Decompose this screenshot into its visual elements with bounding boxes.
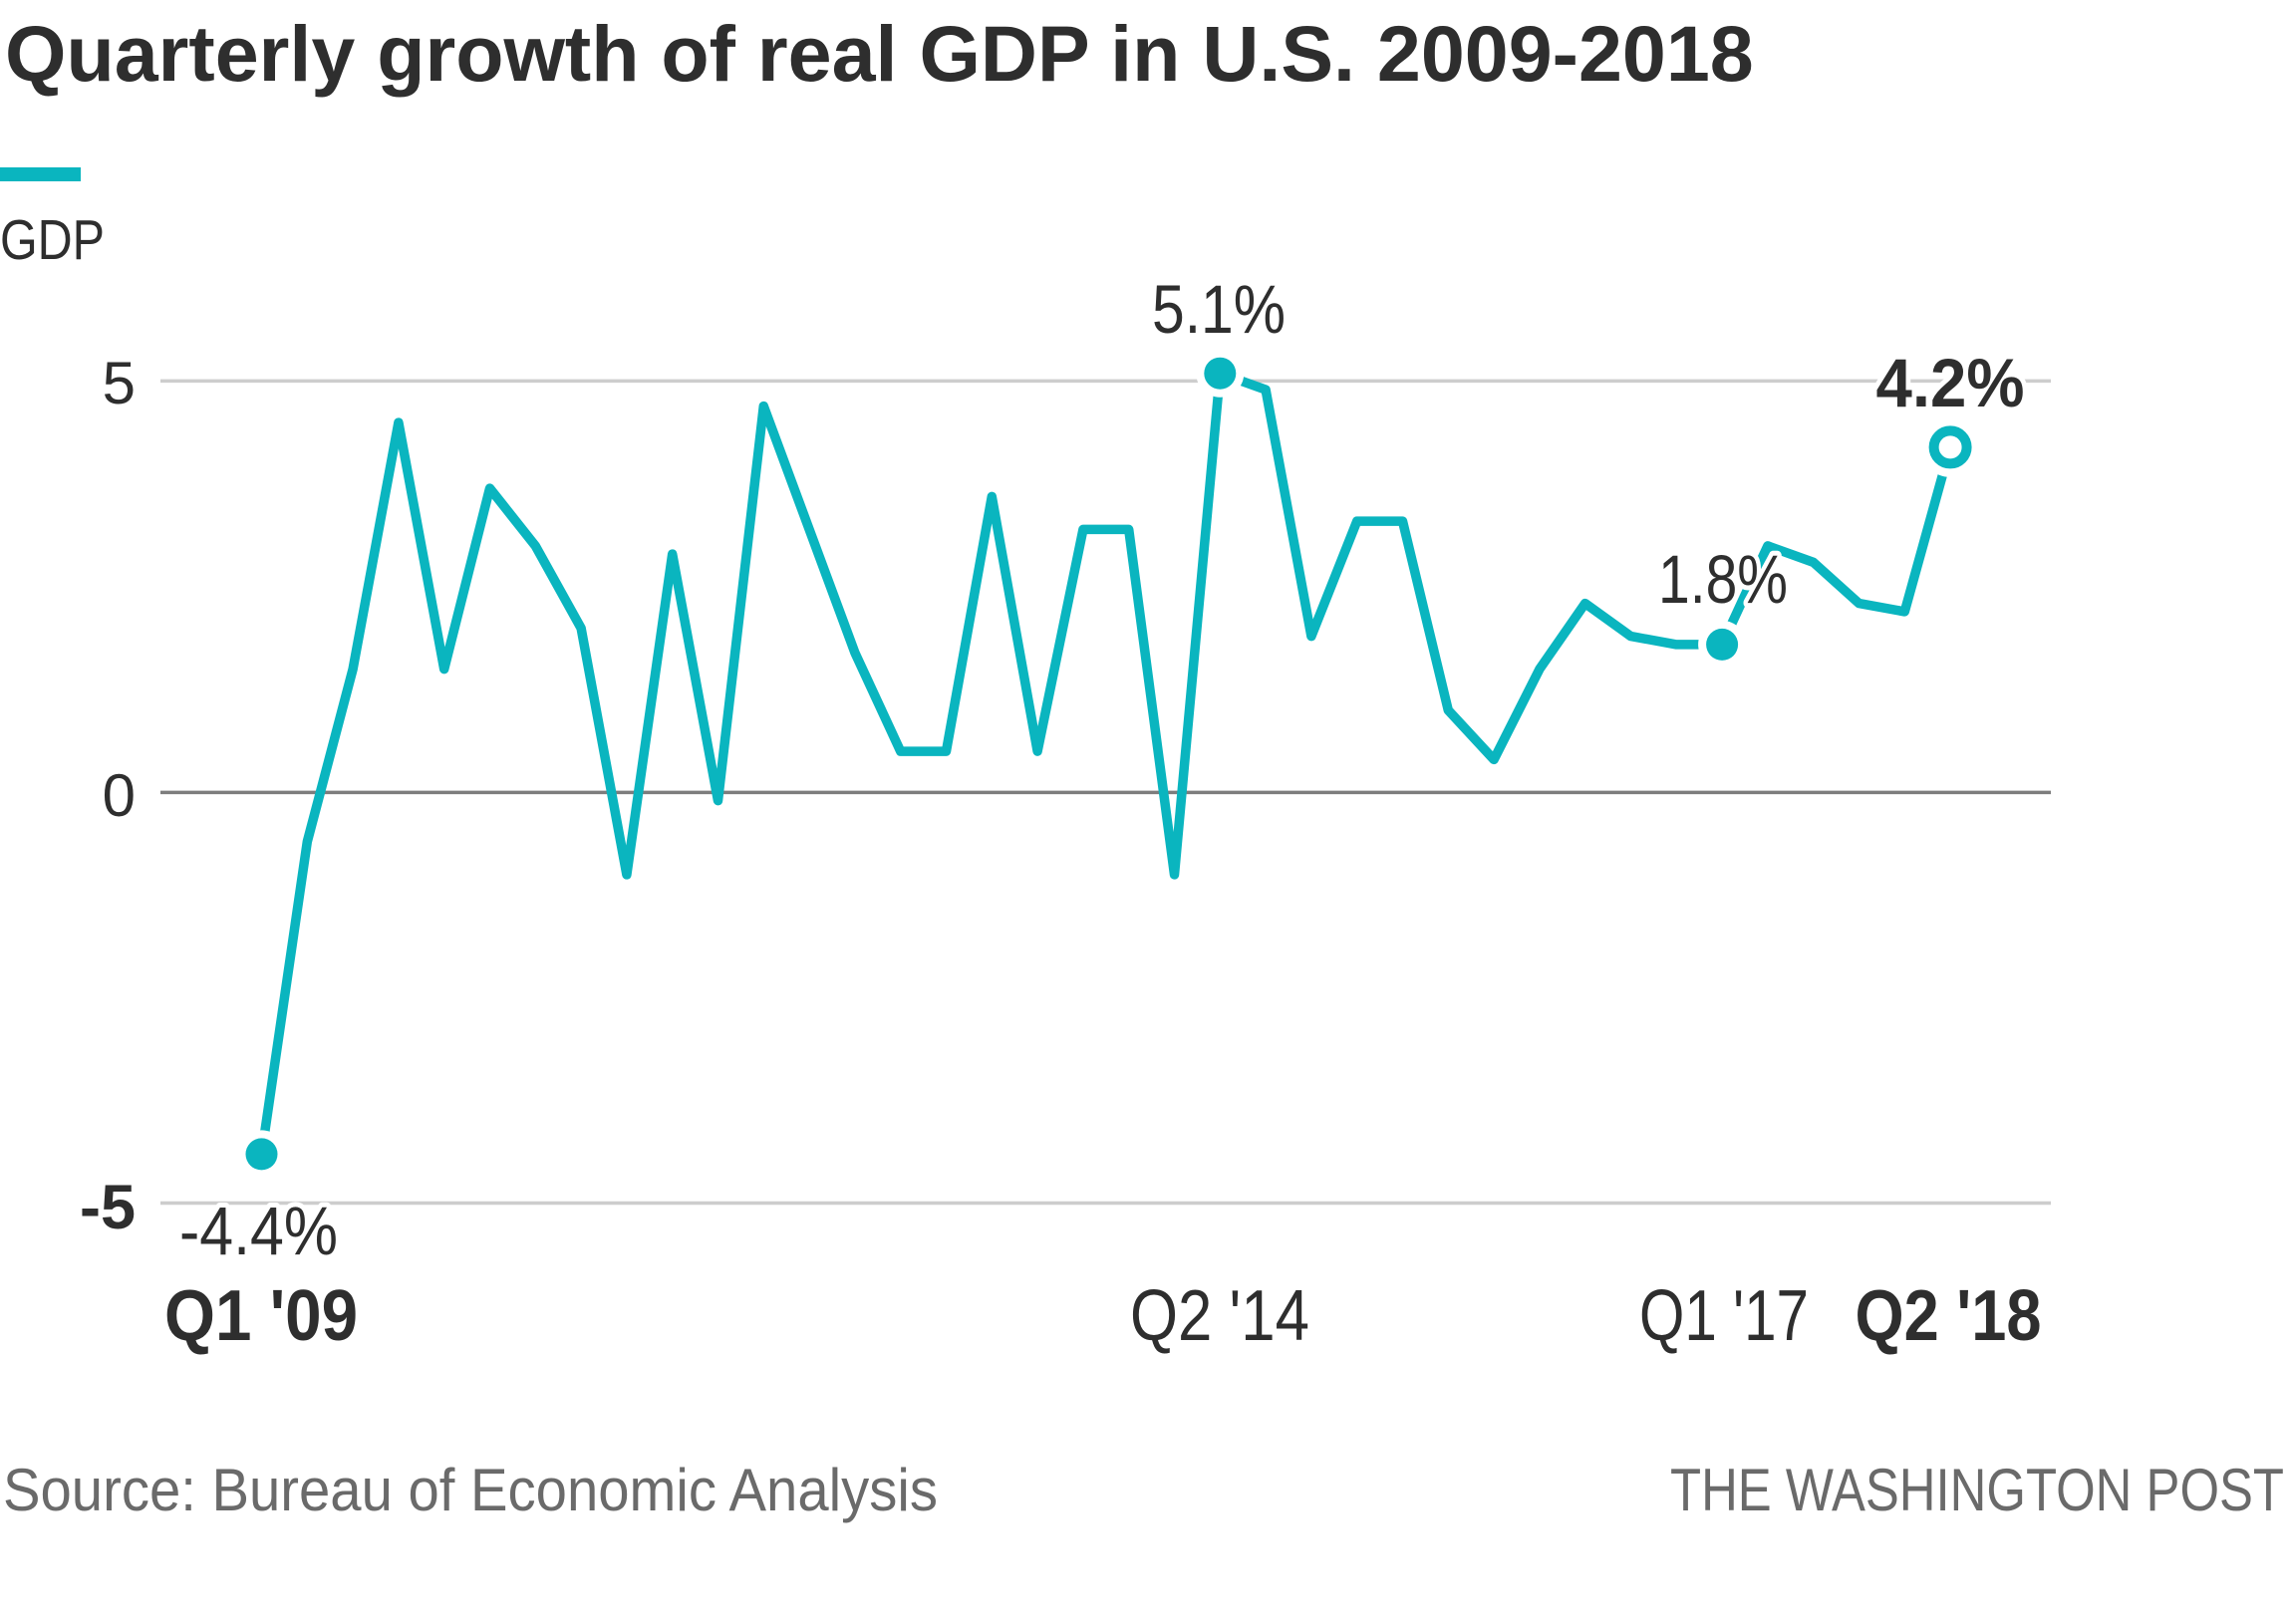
svg-text:Quarterly growth of real GDP i: Quarterly growth of real GDP in U.S. 200…	[5, 9, 1754, 98]
svg-text:Q2 '14: Q2 '14	[1130, 1276, 1309, 1356]
svg-text:GDP: GDP	[0, 208, 105, 272]
svg-text:5: 5	[103, 350, 136, 416]
svg-text:THE WASHINGTON POST: THE WASHINGTON POST	[1670, 1457, 2284, 1523]
svg-text:5.1%: 5.1%	[1152, 271, 1286, 348]
svg-text:Q2 '18: Q2 '18	[1856, 1276, 2042, 1356]
svg-text:4.2%: 4.2%	[1876, 345, 2025, 421]
svg-text:-5: -5	[80, 1173, 136, 1242]
svg-text:Q1 '09: Q1 '09	[164, 1276, 358, 1356]
svg-text:Source: Bureau of Economic Ana: Source: Bureau of Economic Analysis	[3, 1457, 938, 1523]
svg-text:Q1 '17: Q1 '17	[1639, 1276, 1809, 1356]
svg-text:0: 0	[103, 762, 136, 829]
svg-text:1.8%: 1.8%	[1658, 541, 1788, 618]
svg-text:-4.4%: -4.4%	[179, 1193, 338, 1269]
